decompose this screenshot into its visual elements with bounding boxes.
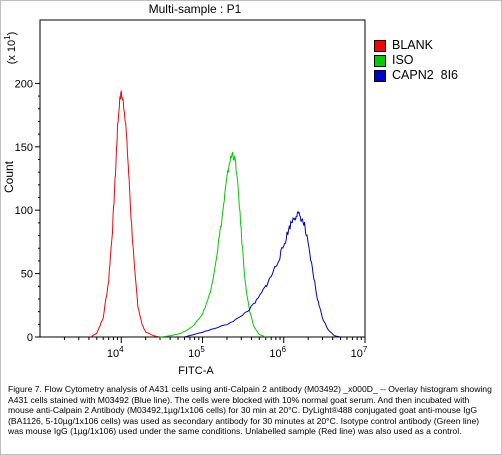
- chart-title: Multi-sample : P1: [149, 2, 242, 16]
- y-multiplier-base: (x 10: [6, 40, 18, 64]
- y-tick-label: 0: [27, 332, 33, 344]
- x-tick-label: 105: [188, 345, 205, 360]
- legend-swatch: [374, 69, 386, 82]
- y-tick-label: 100: [15, 205, 33, 217]
- series-lines: [90, 90, 341, 338]
- y-axis-label-group: Count (x 101): [2, 32, 18, 193]
- x-tick-label: 107: [351, 345, 368, 360]
- y-axis-label: Count: [2, 160, 16, 193]
- y-multiplier-exp: 1: [3, 35, 12, 40]
- series-line-blank: [90, 90, 161, 338]
- y-axis-multiplier: (x 101): [3, 32, 18, 65]
- x-tick-label: 106: [269, 345, 286, 360]
- figure-caption: Figure 7. Flow Cytometry analysis of A43…: [8, 384, 492, 437]
- y-tick-label: 50: [21, 269, 33, 281]
- series-line-iso: [159, 152, 266, 338]
- x-axis-ticks: 104 105 106 107: [63, 337, 368, 360]
- legend: BLANK ISO CAPN2 8I6: [374, 38, 458, 83]
- legend-swatch: [374, 54, 386, 67]
- y-tick-label: 200: [15, 78, 33, 90]
- x-tick-label: 104: [107, 345, 124, 360]
- y-tick-label: 150: [15, 142, 33, 154]
- legend-item: ISO: [374, 53, 458, 68]
- legend-swatch: [374, 39, 386, 52]
- legend-item: BLANK: [374, 38, 458, 53]
- legend-label: ISO: [392, 53, 414, 67]
- x-axis-label: FITC-A: [178, 365, 214, 377]
- y-axis-ticks: 0 50 100 150 200: [15, 78, 40, 344]
- series-line-capn2-8i6: [184, 210, 341, 338]
- legend-label: CAPN2 8I6: [392, 68, 459, 82]
- legend-item: CAPN2 8I6: [374, 68, 458, 83]
- legend-label: BLANK: [392, 38, 433, 52]
- flow-cytometry-chart: Multi-sample : P1 Count (x 101) FITC-A 0…: [2, 2, 368, 377]
